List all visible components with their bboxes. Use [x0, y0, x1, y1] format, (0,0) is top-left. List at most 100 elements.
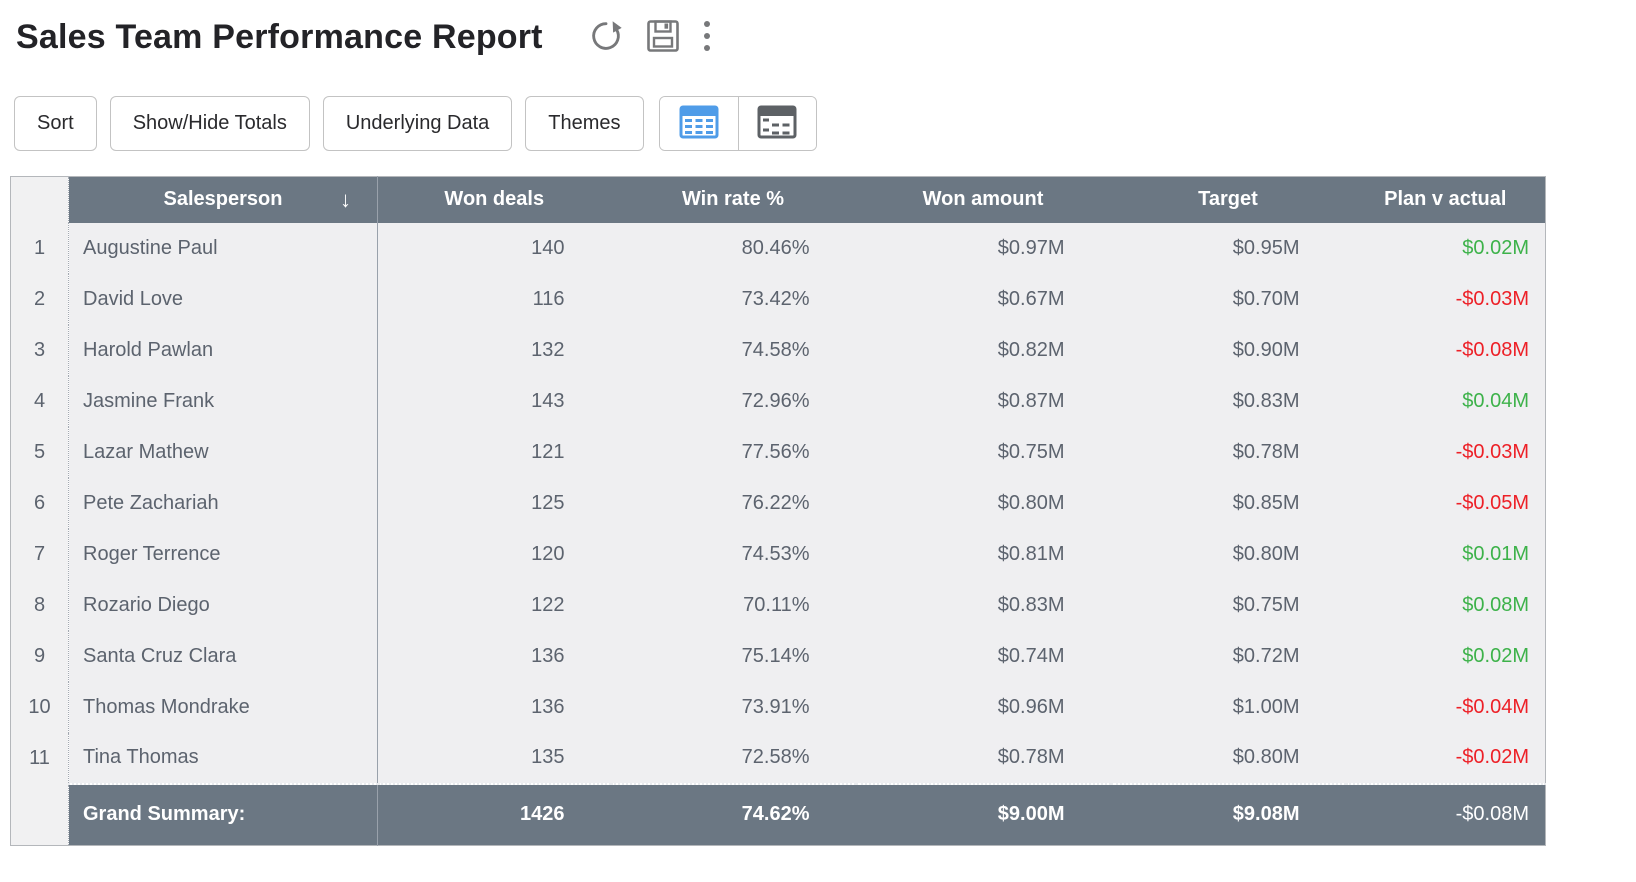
cell-won-deals[interactable]: 120 [377, 528, 611, 580]
themes-button[interactable]: Themes [525, 96, 644, 151]
cell-salesperson[interactable]: Tina Thomas [68, 732, 378, 784]
cell-won-amount[interactable]: $0.97M [855, 222, 1111, 274]
cell-win-rate[interactable]: 73.91% [610, 681, 856, 733]
cell-target[interactable]: $1.00M [1110, 681, 1346, 733]
summary-won-amount: $9.00M [855, 782, 1111, 846]
cell-salesperson[interactable]: Thomas Mondrake [68, 681, 378, 733]
summary-row-number-cell [10, 783, 69, 846]
row-number-cell: 9 [10, 630, 69, 682]
flat-table-view-button[interactable] [659, 97, 738, 150]
cell-target[interactable]: $0.75M [1110, 579, 1346, 631]
cell-salesperson[interactable]: Roger Terrence [68, 528, 378, 580]
report-table: Salesperson ↓ Won deals Win rate % Won a… [10, 176, 1546, 846]
cell-plan-v-actual[interactable]: $0.02M [1345, 630, 1546, 682]
column-header-won-amount[interactable]: Won amount [855, 176, 1111, 223]
cell-plan-v-actual[interactable]: -$0.03M [1345, 426, 1546, 478]
cell-win-rate[interactable]: 75.14% [610, 630, 856, 682]
table-row: 6 Pete Zachariah 125 76.22% $0.80M $0.85M -$0.… [10, 477, 1546, 529]
save-button[interactable] [643, 16, 683, 59]
cell-win-rate[interactable]: 72.96% [610, 375, 856, 427]
cell-target[interactable]: $0.85M [1110, 477, 1346, 529]
cell-win-rate[interactable]: 72.58% [610, 732, 856, 784]
cell-won-deals[interactable]: 116 [377, 273, 611, 325]
cell-won-amount[interactable]: $0.75M [855, 426, 1111, 478]
cell-target[interactable]: $0.70M [1110, 273, 1346, 325]
cell-plan-v-actual[interactable]: -$0.02M [1345, 732, 1546, 784]
cell-plan-v-actual[interactable]: $0.02M [1345, 222, 1546, 274]
cell-won-deals[interactable]: 132 [377, 324, 611, 376]
cell-win-rate[interactable]: 74.58% [610, 324, 856, 376]
cell-won-deals[interactable]: 125 [377, 477, 611, 529]
cell-win-rate[interactable]: 74.53% [610, 528, 856, 580]
cell-target[interactable]: $0.80M [1110, 528, 1346, 580]
cell-win-rate[interactable]: 73.42% [610, 273, 856, 325]
cell-win-rate[interactable]: 76.22% [610, 477, 856, 529]
cell-won-deals[interactable]: 143 [377, 375, 611, 427]
table-row: 3 Harold Pawlan 132 74.58% $0.82M $0.90M -$0.0… [10, 324, 1546, 376]
cell-salesperson[interactable]: Pete Zachariah [68, 477, 378, 529]
cell-salesperson[interactable]: Jasmine Frank [68, 375, 378, 427]
cell-won-amount[interactable]: $0.96M [855, 681, 1111, 733]
refresh-button[interactable] [585, 15, 627, 60]
cell-won-amount[interactable]: $0.67M [855, 273, 1111, 325]
cell-won-amount[interactable]: $0.80M [855, 477, 1111, 529]
cell-won-deals[interactable]: 136 [377, 630, 611, 682]
underlying-data-button[interactable]: Underlying Data [322, 96, 513, 151]
table-row: 10 Thomas Mondrake 136 73.91% $0.96M $1.00M -$… [10, 681, 1546, 733]
show-hide-totals-button[interactable]: Show/Hide Totals [109, 96, 310, 151]
cell-plan-v-actual[interactable]: -$0.08M [1345, 324, 1546, 376]
row-number-cell: 4 [10, 375, 69, 427]
cell-win-rate[interactable]: 77.56% [610, 426, 856, 478]
view-toggle-group [658, 96, 817, 151]
cell-won-amount[interactable]: $0.82M [855, 324, 1111, 376]
cell-target[interactable]: $0.72M [1110, 630, 1346, 682]
table-row: 2 David Love 116 73.42% $0.67M $0.70M -$0.03M [10, 273, 1546, 325]
cell-won-amount[interactable]: $0.87M [855, 375, 1111, 427]
cell-plan-v-actual[interactable]: $0.04M [1345, 375, 1546, 427]
column-header-salesperson[interactable]: Salesperson ↓ [68, 176, 378, 223]
cell-target[interactable]: $0.95M [1110, 222, 1346, 274]
column-header-won-deals[interactable]: Won deals [377, 176, 611, 223]
header-row: Salesperson ↓ Won deals Win rate % Won a… [10, 176, 1546, 223]
pivot-table-view-button[interactable] [737, 97, 816, 150]
cell-won-amount[interactable]: $0.78M [855, 732, 1111, 784]
row-number-cell: 8 [10, 579, 69, 631]
sort-button[interactable]: Sort [14, 96, 97, 151]
cell-plan-v-actual[interactable]: -$0.04M [1345, 681, 1546, 733]
cell-won-amount[interactable]: $0.81M [855, 528, 1111, 580]
cell-target[interactable]: $0.90M [1110, 324, 1346, 376]
cell-target[interactable]: $0.78M [1110, 426, 1346, 478]
cell-won-amount[interactable]: $0.83M [855, 579, 1111, 631]
cell-won-deals[interactable]: 140 [377, 222, 611, 274]
cell-salesperson[interactable]: Rozario Diego [68, 579, 378, 631]
column-header-win-rate[interactable]: Win rate % [610, 176, 856, 223]
cell-plan-v-actual[interactable]: -$0.05M [1345, 477, 1546, 529]
cell-won-deals[interactable]: 135 [377, 732, 611, 784]
cell-plan-v-actual[interactable]: $0.08M [1345, 579, 1546, 631]
column-header-plan-v-actual[interactable]: Plan v actual [1345, 176, 1546, 223]
cell-won-deals[interactable]: 121 [377, 426, 611, 478]
cell-salesperson[interactable]: Lazar Mathew [68, 426, 378, 478]
cell-plan-v-actual[interactable]: $0.01M [1345, 528, 1546, 580]
row-number-cell: 10 [10, 681, 69, 733]
cell-target[interactable]: $0.83M [1110, 375, 1346, 427]
cell-plan-v-actual[interactable]: -$0.03M [1345, 273, 1546, 325]
cell-win-rate[interactable]: 80.46% [610, 222, 856, 274]
column-header-target[interactable]: Target [1110, 176, 1346, 223]
cell-won-amount[interactable]: $0.74M [855, 630, 1111, 682]
refresh-icon [587, 17, 625, 58]
cell-won-deals[interactable]: 122 [377, 579, 611, 631]
cell-win-rate[interactable]: 70.11% [610, 579, 856, 631]
summary-won-deals: 1426 [377, 782, 611, 846]
table-row: 1 Augustine Paul 140 80.46% $0.97M $0.95M $0.0… [10, 222, 1546, 274]
cell-target[interactable]: $0.80M [1110, 732, 1346, 784]
cell-won-deals[interactable]: 136 [377, 681, 611, 733]
more-options-button[interactable] [699, 15, 715, 60]
cell-salesperson[interactable]: Augustine Paul [68, 222, 378, 274]
summary-label: Grand Summary: [68, 782, 378, 846]
cell-salesperson[interactable]: Santa Cruz Clara [68, 630, 378, 682]
report-table-container: Salesperson ↓ Won deals Win rate % Won a… [10, 176, 1636, 846]
row-number-cell: 1 [10, 222, 69, 274]
cell-salesperson[interactable]: David Love [68, 273, 378, 325]
cell-salesperson[interactable]: Harold Pawlan [68, 324, 378, 376]
